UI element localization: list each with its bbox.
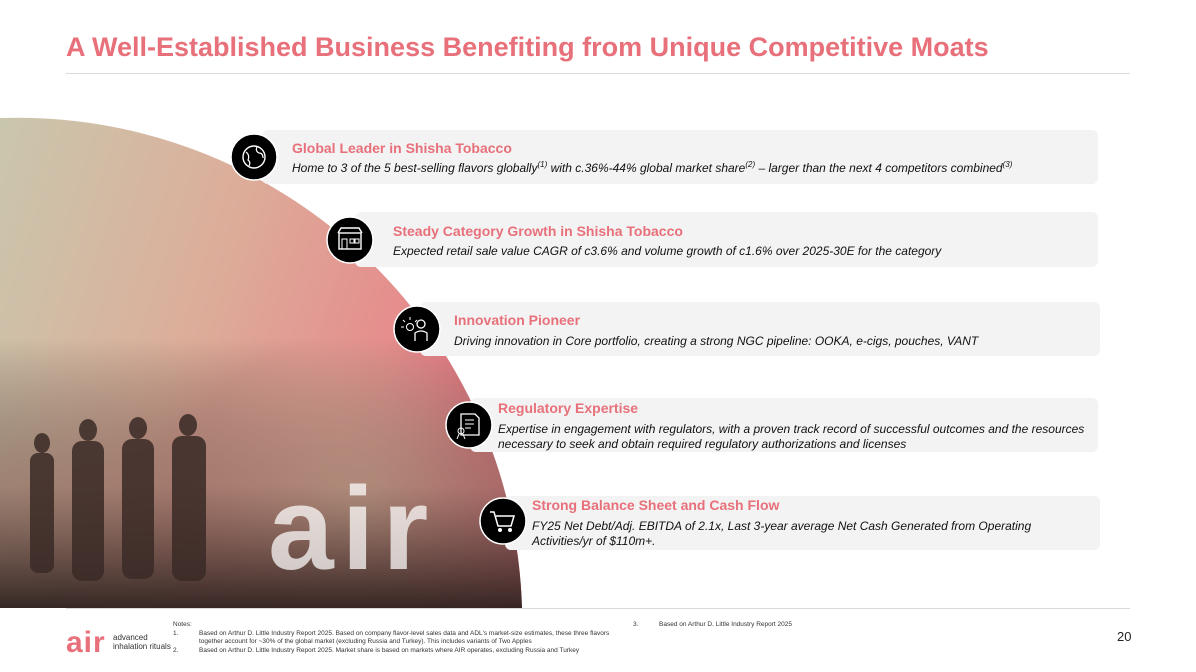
footnote-ref: (1): [537, 160, 548, 169]
notes-list: 3. Based on Arthur D. Little Industry Rep…: [633, 621, 933, 630]
page-number: 20: [1117, 629, 1132, 644]
item-text: Home to 3 of the 5 best-selling flavors …: [292, 161, 1082, 176]
icon-svg: [230, 133, 278, 181]
icon-svg: [445, 401, 493, 449]
notes-label: Notes:: [173, 621, 192, 628]
item-icon: [479, 497, 527, 550]
note-text: Based on Arthur D. Little Industry Repor…: [659, 621, 792, 628]
icon-svg: [326, 216, 374, 264]
item-text: Expertise in engagement with regulators,…: [498, 422, 1088, 452]
footnote-ref: (3): [1002, 160, 1013, 169]
item-card: [470, 398, 1098, 452]
item-text: FY25 Net Debt/Adj. EBITDA of 2.1x, Last …: [532, 519, 1092, 549]
notes-list: 1. Based on Arthur D. Little Industry Rep…: [173, 630, 623, 656]
item-text: Expected retail sale value CAGR of c3.6%…: [393, 244, 1083, 259]
note-text: Based on Arthur D. Little Industry Repor…: [199, 646, 580, 654]
item-card: [355, 212, 1098, 267]
icon-svg: [393, 305, 441, 353]
note-entry: 2. Based on Arthur D. Little Industry Rep…: [173, 647, 623, 656]
text-segment: Home to 3 of the 5 best-selling flavors …: [292, 161, 538, 175]
note-number: 1.: [173, 629, 179, 637]
text-segment: Driving innovation in Core portfolio, cr…: [454, 334, 979, 348]
text-segment: – larger than the next 4 competitors com…: [755, 161, 1003, 175]
footnote-ref: (2): [745, 160, 756, 169]
note-entry: 3. Based on Arthur D. Little Industry Rep…: [633, 621, 933, 630]
icon-svg: [479, 497, 527, 545]
item-icon: [326, 216, 374, 269]
note-number: 3.: [633, 621, 639, 628]
item-heading: Innovation Pioneer: [454, 312, 581, 328]
item-icon: [393, 305, 441, 358]
slide-title: A Well-Established Business Benefiting f…: [66, 32, 989, 62]
text-segment: with c.36%-44% global market share: [547, 161, 746, 175]
item-text: Driving innovation in Core portfolio, cr…: [454, 334, 1084, 349]
item-icon: [445, 401, 493, 454]
item-card: [505, 496, 1100, 550]
note-number: 2.: [173, 646, 179, 654]
footer-rule: [66, 608, 1130, 609]
text-segment: Expected retail sale value CAGR of c3.6%…: [393, 244, 942, 258]
text-segment: FY25 Net Debt/Adj. EBITDA of 2.1x, Last …: [532, 519, 1032, 548]
text-segment: Expertise in engagement with regulators,…: [498, 422, 1085, 451]
logo-mark: air: [66, 626, 106, 659]
item-heading: Regulatory Expertise: [498, 400, 639, 416]
item-icon: [230, 133, 278, 186]
item-heading: Steady Category Growth in Shisha Tobacco: [393, 223, 683, 239]
title-rule: [66, 73, 1130, 74]
item-heading: Global Leader in Shisha Tobacco: [292, 140, 512, 156]
silhouettes: [30, 414, 206, 581]
note-entry: 1. Based on Arthur D. Little Industry Rep…: [173, 630, 623, 647]
item-card: [420, 302, 1100, 356]
hero-logo: air: [268, 463, 437, 595]
notes: Notes: 1. Based on Arthur D. Little Indus…: [173, 621, 623, 655]
logo-tagline: advanced inhalation rituals: [113, 633, 171, 651]
item-card: [262, 130, 1098, 184]
item-heading: Strong Balance Sheet and Cash Flow: [532, 497, 780, 513]
note-text: Based on Arthur D. Little Industry Repor…: [199, 629, 610, 646]
